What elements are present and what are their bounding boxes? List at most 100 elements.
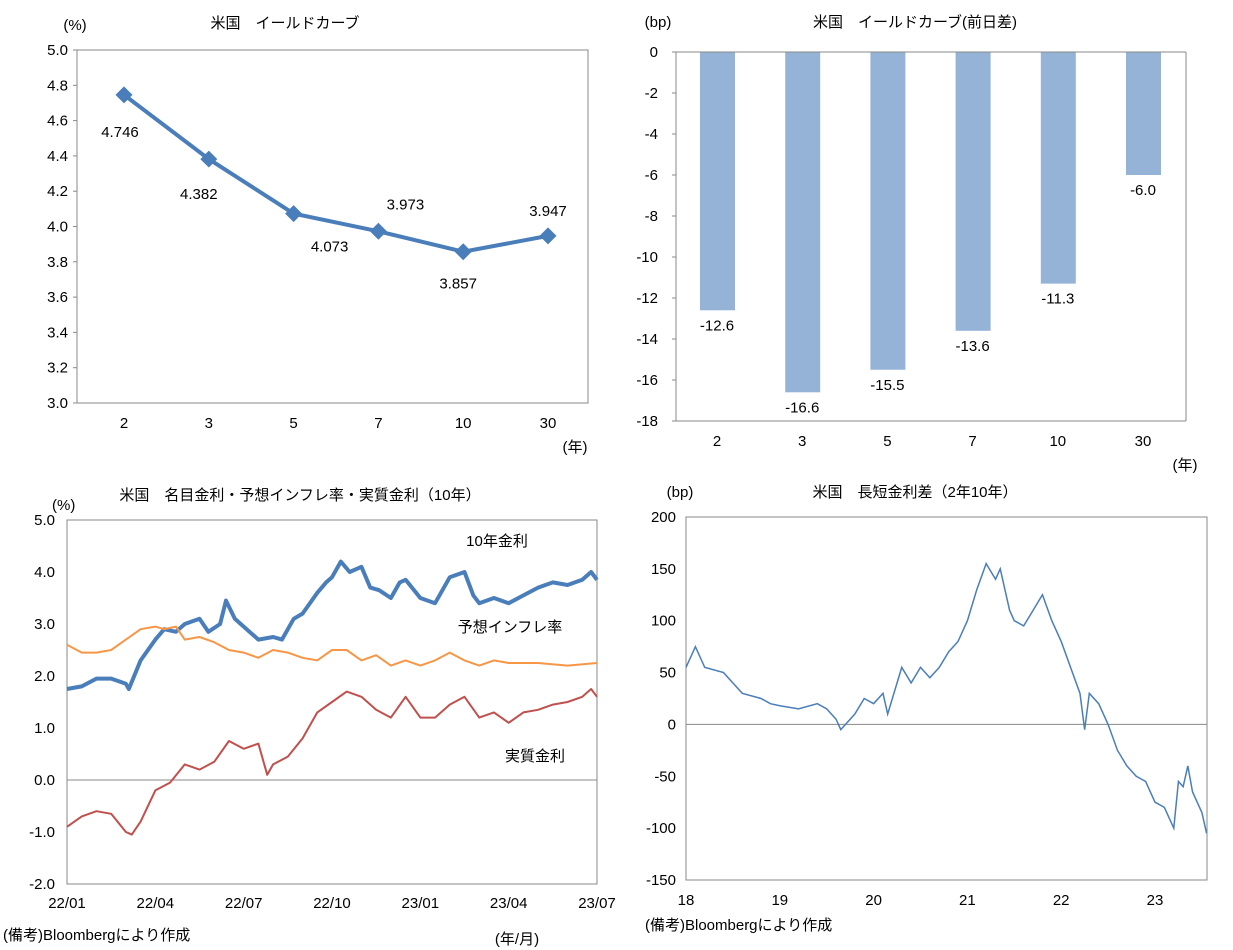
y-tick-label: -14 xyxy=(636,331,658,348)
legend-label: 予想インフレ率 xyxy=(458,619,563,636)
data-point xyxy=(115,86,133,104)
bar xyxy=(1040,52,1076,284)
y-tick-label: -16 xyxy=(636,372,658,389)
y-tick-label: 4.0 xyxy=(34,564,55,581)
y-tick-label: -10 xyxy=(636,249,658,266)
data-label: -6.0 xyxy=(1130,182,1156,199)
data-label: -11.3 xyxy=(1041,291,1074,308)
y-tick-label: 4.0 xyxy=(47,219,68,236)
y-tick-label: 3.8 xyxy=(47,254,68,271)
chart-title: 米国 イールドカーブ xyxy=(210,14,359,32)
bar xyxy=(785,52,821,393)
x-tick-label: 22 xyxy=(1053,892,1070,909)
data-label: 4.073 xyxy=(311,239,349,256)
y-tick-label: 0 xyxy=(668,716,676,733)
x-tick-label: 23/01 xyxy=(402,895,440,912)
source-note: (備考)Bloombergにより作成 xyxy=(645,917,832,934)
data-label: -15.5 xyxy=(870,377,904,394)
y-axis-label: (%) xyxy=(63,17,86,34)
data-label: -13.6 xyxy=(955,338,989,355)
series-line xyxy=(122,93,549,254)
bar xyxy=(870,52,906,370)
y-tick-label: 3.0 xyxy=(34,616,55,633)
y-axis-label: (bp) xyxy=(667,484,694,501)
x-tick-label: 22/10 xyxy=(313,895,351,912)
y-tick-label: -2 xyxy=(645,85,658,102)
y-axis-label: (bp) xyxy=(645,14,672,31)
data-point xyxy=(539,227,557,245)
chart-title: 米国 長短金利差（2年10年） xyxy=(812,484,1017,501)
series-line xyxy=(685,561,1208,834)
x-tick-label: 20 xyxy=(865,892,882,909)
bar xyxy=(955,52,991,331)
y-tick-label: 2.0 xyxy=(34,668,55,685)
data-label: 4.382 xyxy=(180,186,218,203)
x-tick-label: 5 xyxy=(289,415,297,432)
y-tick-label: 5.0 xyxy=(34,512,55,529)
x-tick-label: 5 xyxy=(883,433,891,450)
y-tick-label: -18 xyxy=(636,413,658,430)
series-line-2 xyxy=(66,688,598,836)
x-tick-label: 10 xyxy=(455,415,472,432)
y-tick-label: -100 xyxy=(646,820,676,837)
series-line-0 xyxy=(66,559,599,691)
x-axis-label: (年) xyxy=(1173,457,1198,474)
legend-label: 10年金利 xyxy=(466,533,528,550)
x-tick-label: 10 xyxy=(1049,433,1066,450)
y-tick-label: 200 xyxy=(651,509,676,526)
bar xyxy=(700,52,735,311)
source-note: (備考)Bloombergにより作成 xyxy=(3,927,190,944)
data-point xyxy=(369,222,387,240)
y-tick-label: 100 xyxy=(651,613,676,630)
x-tick-label: 2 xyxy=(120,415,128,432)
y-tick-label: 1.0 xyxy=(34,720,55,737)
y-tick-label: -12 xyxy=(636,290,658,307)
y-tick-label: 5.0 xyxy=(47,42,68,59)
legend-label: 実質金利 xyxy=(505,747,565,765)
y-tick-label: 4.2 xyxy=(47,183,68,200)
x-tick-label: 19 xyxy=(771,892,788,909)
x-tick-label: 7 xyxy=(374,415,382,432)
data-label: -16.6 xyxy=(785,399,819,416)
y-tick-label: 3.6 xyxy=(47,289,68,306)
series-line-1 xyxy=(66,625,598,667)
data-label: 3.857 xyxy=(439,276,477,293)
y-tick-label: 3.0 xyxy=(47,395,68,412)
x-tick-label: 21 xyxy=(959,892,976,909)
y-tick-label: -8 xyxy=(645,208,658,225)
y-tick-label: -6 xyxy=(645,167,658,184)
y-tick-label: 0.0 xyxy=(34,772,55,789)
x-axis-label: (年) xyxy=(563,439,588,456)
data-point xyxy=(285,205,303,223)
x-tick-label: 23/04 xyxy=(490,895,528,912)
data-point xyxy=(454,243,472,261)
y-tick-label: -1.0 xyxy=(29,824,55,841)
x-tick-label: 18 xyxy=(678,892,695,909)
data-label: 3.973 xyxy=(387,196,425,213)
data-label: -12.6 xyxy=(700,317,734,334)
x-axis-label: (年/月) xyxy=(495,931,539,948)
chart-title: 米国 名目金利・予想インフレ率・実質金利（10年） xyxy=(119,486,480,504)
x-tick-label: 23 xyxy=(1147,892,1164,909)
x-tick-label: 30 xyxy=(540,415,557,432)
y-tick-label: 0 xyxy=(650,44,658,61)
x-tick-label: 3 xyxy=(798,433,806,450)
y-tick-label: 4.6 xyxy=(47,113,68,130)
y-tick-label: 3.4 xyxy=(47,324,68,341)
bar xyxy=(1126,52,1161,175)
x-tick-label: 30 xyxy=(1135,433,1152,450)
data-label: 4.746 xyxy=(101,124,139,141)
y-tick-label: 4.8 xyxy=(47,77,68,94)
x-tick-label: 22/01 xyxy=(48,895,86,912)
plot-area xyxy=(685,516,1208,881)
y-tick-label: 4.4 xyxy=(47,148,68,165)
x-tick-label: 3 xyxy=(205,415,213,432)
x-tick-label: 7 xyxy=(968,433,976,450)
y-tick-label: -2.0 xyxy=(29,876,55,893)
x-tick-label: 23/07 xyxy=(578,895,616,912)
y-tick-label: 3.2 xyxy=(47,360,68,377)
data-label: 3.947 xyxy=(529,203,567,220)
y-tick-label: 50 xyxy=(659,665,676,682)
x-tick-label: 2 xyxy=(713,433,721,450)
